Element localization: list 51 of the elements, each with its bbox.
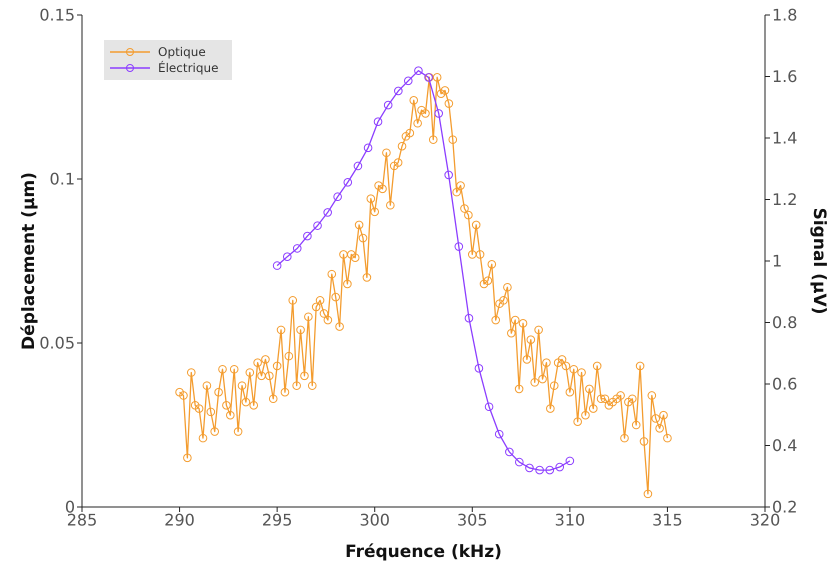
point: [434, 109, 444, 118]
point: [364, 144, 372, 152]
point: [494, 430, 504, 438]
point: [566, 456, 574, 466]
point: [444, 170, 453, 180]
point: [404, 76, 413, 86]
point: [505, 448, 514, 456]
x-tick-label: 310: [554, 510, 586, 530]
point: [454, 242, 464, 251]
point: [292, 244, 302, 253]
point: [555, 462, 564, 472]
point: [414, 66, 423, 75]
point: [333, 192, 342, 202]
point: [272, 261, 282, 270]
y2-tick-label: 1.4: [772, 128, 798, 148]
y-tick-label: 0.05: [39, 334, 75, 353]
x-tick-label: 315: [652, 510, 683, 530]
y2-tick-label: 0.8: [772, 313, 798, 332]
legend-label: Électrique: [158, 60, 218, 76]
y-axis-title: Déplacement (µm): [19, 172, 40, 350]
point: [484, 402, 494, 412]
point: [384, 100, 392, 110]
y2-tick-label: 0.6: [772, 374, 798, 394]
point: [343, 178, 352, 187]
y-tick-label: 0.1: [50, 170, 75, 189]
point: [374, 117, 382, 126]
point: [535, 466, 544, 474]
point: [354, 162, 362, 170]
y2-tick-label: 1: [772, 252, 782, 271]
point: [545, 466, 554, 474]
x-axis-title: Fréquence (kHz): [345, 542, 502, 562]
point: [515, 458, 524, 466]
point: [313, 221, 322, 230]
x-tick-label: 305: [457, 510, 488, 530]
x-tick-label: 290: [164, 510, 195, 530]
legend-label: Optique: [158, 44, 206, 60]
y2-tick-label: 0.4: [772, 436, 798, 456]
point: [323, 208, 332, 217]
point: [474, 364, 484, 373]
point: [464, 314, 474, 322]
y2-tick-label: 1.8: [772, 6, 798, 25]
y2-tick-label: 1.2: [772, 190, 798, 210]
x-tick-label: 300: [359, 510, 390, 530]
point: [282, 252, 292, 261]
y2-axis-title: Signal (µV): [808, 208, 829, 314]
point: [394, 86, 403, 96]
point: [303, 232, 312, 240]
y2-tick-label: 1.6: [772, 67, 798, 86]
x-tick-label: 295: [262, 510, 292, 530]
y-tick-label: 0.15: [39, 6, 75, 25]
point: [525, 464, 534, 472]
